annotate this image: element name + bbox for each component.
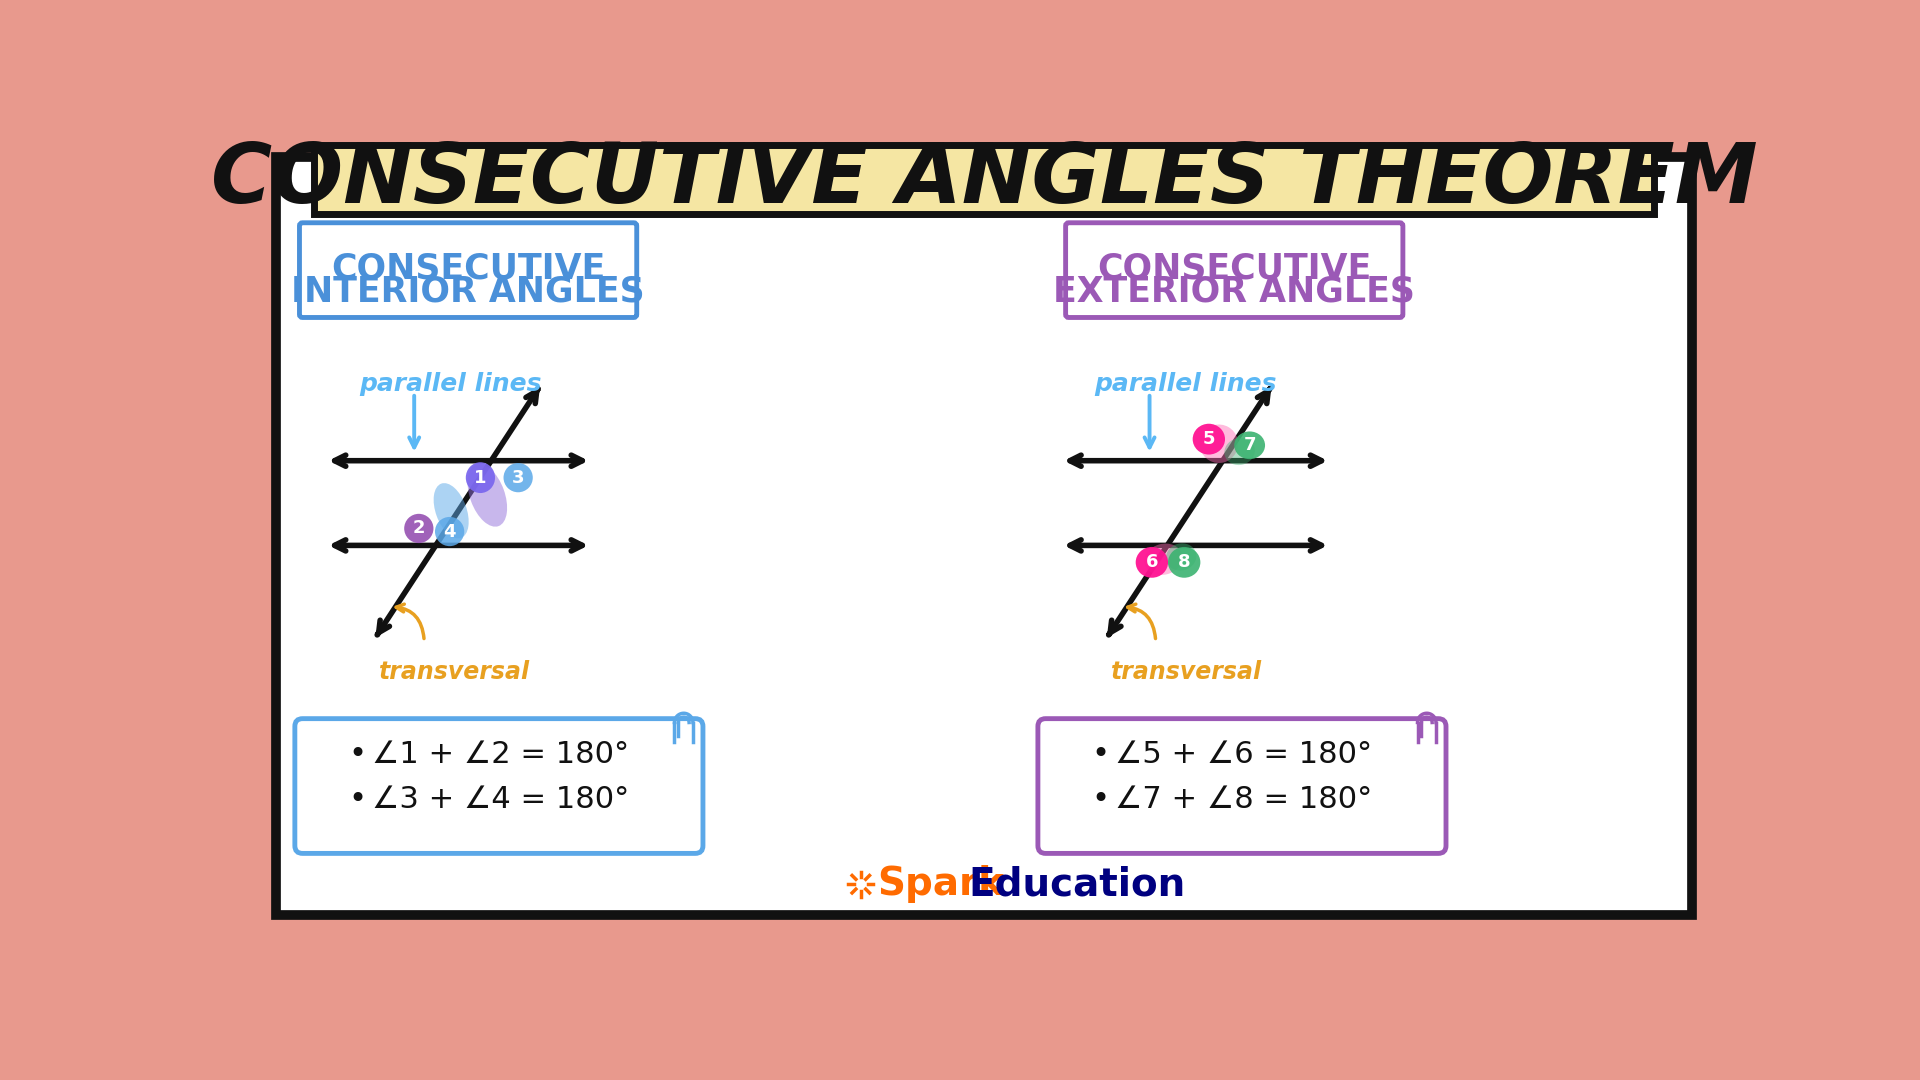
Text: 4: 4 bbox=[444, 523, 455, 540]
Ellipse shape bbox=[1225, 437, 1256, 465]
Text: •: • bbox=[1092, 785, 1110, 814]
Ellipse shape bbox=[1235, 431, 1265, 459]
Text: 3: 3 bbox=[513, 469, 524, 487]
Text: ∠1 + ∠2 = 180°: ∠1 + ∠2 = 180° bbox=[372, 741, 630, 769]
Text: transversal: transversal bbox=[380, 660, 530, 684]
Text: 6: 6 bbox=[1146, 553, 1158, 571]
Text: 7: 7 bbox=[1244, 436, 1256, 455]
Ellipse shape bbox=[1200, 424, 1238, 463]
Text: CONSECUTIVE ANGLES THEOREM: CONSECUTIVE ANGLES THEOREM bbox=[211, 139, 1757, 220]
Text: Education: Education bbox=[968, 865, 1187, 903]
FancyBboxPatch shape bbox=[315, 145, 1653, 214]
Ellipse shape bbox=[503, 463, 532, 492]
Text: CONSECUTIVE: CONSECUTIVE bbox=[1096, 252, 1371, 285]
Ellipse shape bbox=[468, 464, 507, 527]
FancyBboxPatch shape bbox=[276, 157, 1692, 915]
Text: 1: 1 bbox=[474, 469, 486, 487]
Text: parallel lines: parallel lines bbox=[359, 372, 541, 395]
Text: ∠5 + ∠6 = 180°: ∠5 + ∠6 = 180° bbox=[1116, 741, 1373, 769]
FancyBboxPatch shape bbox=[300, 222, 637, 318]
Text: 5: 5 bbox=[1202, 430, 1215, 448]
Text: •: • bbox=[349, 785, 367, 814]
Ellipse shape bbox=[436, 517, 465, 546]
Text: parallel lines: parallel lines bbox=[1094, 372, 1277, 395]
Ellipse shape bbox=[1144, 543, 1183, 575]
Ellipse shape bbox=[1167, 546, 1200, 578]
FancyBboxPatch shape bbox=[1066, 222, 1404, 318]
Text: EXTERIOR ANGLES: EXTERIOR ANGLES bbox=[1054, 274, 1415, 308]
Text: transversal: transversal bbox=[1112, 660, 1261, 684]
FancyBboxPatch shape bbox=[296, 718, 703, 853]
Text: ∠7 + ∠8 = 180°: ∠7 + ∠8 = 180° bbox=[1116, 785, 1373, 814]
Text: •: • bbox=[349, 741, 367, 769]
Text: Spark: Spark bbox=[877, 865, 1004, 903]
Text: ∠3 + ∠4 = 180°: ∠3 + ∠4 = 180° bbox=[372, 785, 630, 814]
Text: INTERIOR ANGLES: INTERIOR ANGLES bbox=[292, 274, 645, 308]
Ellipse shape bbox=[405, 514, 434, 543]
Ellipse shape bbox=[467, 462, 495, 494]
Text: CONSECUTIVE: CONSECUTIVE bbox=[330, 252, 605, 285]
Ellipse shape bbox=[1137, 546, 1167, 578]
Text: 8: 8 bbox=[1177, 553, 1190, 571]
Text: 2: 2 bbox=[413, 519, 424, 538]
Ellipse shape bbox=[1192, 423, 1225, 455]
Text: •: • bbox=[1092, 741, 1110, 769]
FancyBboxPatch shape bbox=[1039, 718, 1446, 853]
Ellipse shape bbox=[1165, 543, 1196, 570]
Ellipse shape bbox=[434, 483, 468, 539]
